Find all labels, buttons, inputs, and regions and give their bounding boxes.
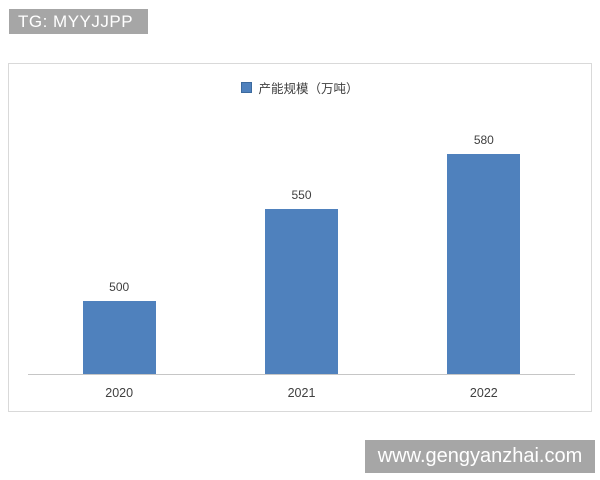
legend-swatch-icon [241, 82, 253, 93]
bar-2020 [82, 301, 156, 374]
value-label-2022: 580 [473, 133, 494, 147]
chart-frame: 产能规模（万吨） 500 2020 550 2021 580 2022 [8, 63, 592, 412]
bar-2021 [265, 209, 338, 374]
chart-legend: 产能规模（万吨） [9, 78, 591, 97]
category-label-2022: 2022 [469, 386, 498, 400]
value-label-2020: 500 [109, 280, 130, 294]
legend-label: 产能规模（万吨） [258, 82, 359, 96]
category-label-2021: 2021 [287, 386, 316, 400]
plot-area: 500 2020 550 2021 580 2022 [9, 64, 591, 411]
value-label-2021: 550 [291, 188, 312, 202]
watermark-bottom-badge: www.gengyanzhai.com [365, 440, 595, 473]
category-label-2020: 2020 [105, 386, 134, 400]
bar-2022 [447, 154, 521, 374]
watermark-top-badge: TG: MYYJJPP [9, 9, 148, 34]
x-axis-line [28, 374, 575, 375]
